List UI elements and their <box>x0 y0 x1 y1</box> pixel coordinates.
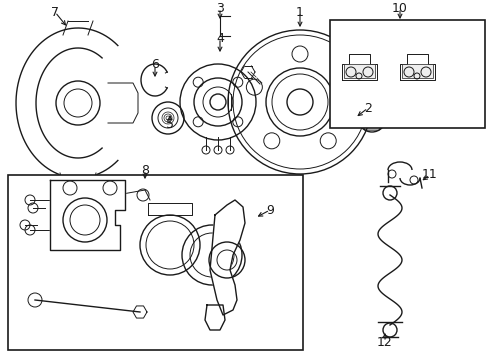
Polygon shape <box>50 180 125 250</box>
Text: 10: 10 <box>391 1 407 14</box>
Bar <box>401 64 432 78</box>
Text: 8: 8 <box>141 163 149 176</box>
Bar <box>329 20 484 128</box>
Text: 12: 12 <box>376 336 392 348</box>
Bar <box>8 175 303 350</box>
Text: 4: 4 <box>216 31 224 45</box>
Text: 5: 5 <box>165 118 174 131</box>
Polygon shape <box>204 305 224 330</box>
Text: 3: 3 <box>216 1 224 14</box>
Text: 9: 9 <box>265 203 273 216</box>
Text: 11: 11 <box>421 168 437 181</box>
Polygon shape <box>209 200 244 315</box>
Polygon shape <box>60 173 96 188</box>
Text: 6: 6 <box>151 58 159 72</box>
Text: 7: 7 <box>51 5 59 18</box>
Text: 1: 1 <box>295 5 304 18</box>
Text: 2: 2 <box>364 102 371 114</box>
Bar <box>343 64 374 78</box>
